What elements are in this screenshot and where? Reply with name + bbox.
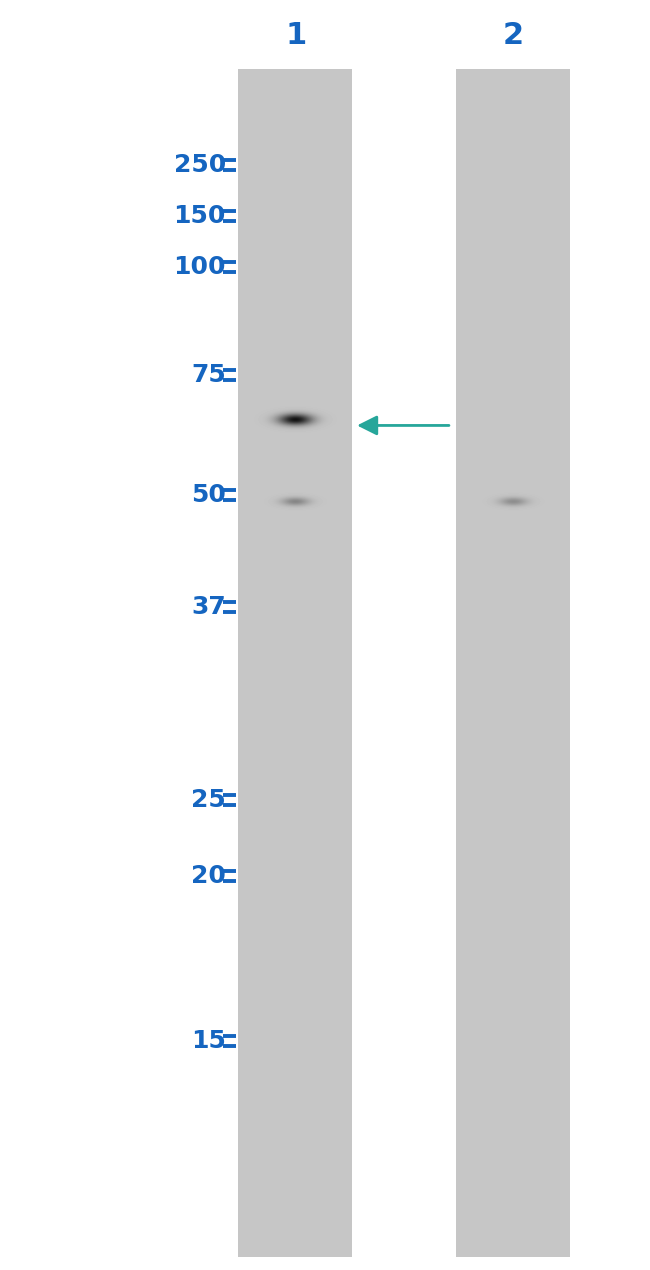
Text: 150: 150 [174, 204, 226, 227]
Text: 250: 250 [174, 154, 226, 177]
Text: 1: 1 [285, 22, 306, 50]
Text: 50: 50 [191, 484, 226, 507]
Text: 2: 2 [503, 22, 524, 50]
Text: 15: 15 [191, 1030, 226, 1053]
Text: 20: 20 [191, 865, 226, 888]
Text: 100: 100 [174, 255, 226, 278]
Text: 75: 75 [191, 363, 226, 386]
Text: 37: 37 [191, 596, 226, 618]
Text: 25: 25 [191, 789, 226, 812]
